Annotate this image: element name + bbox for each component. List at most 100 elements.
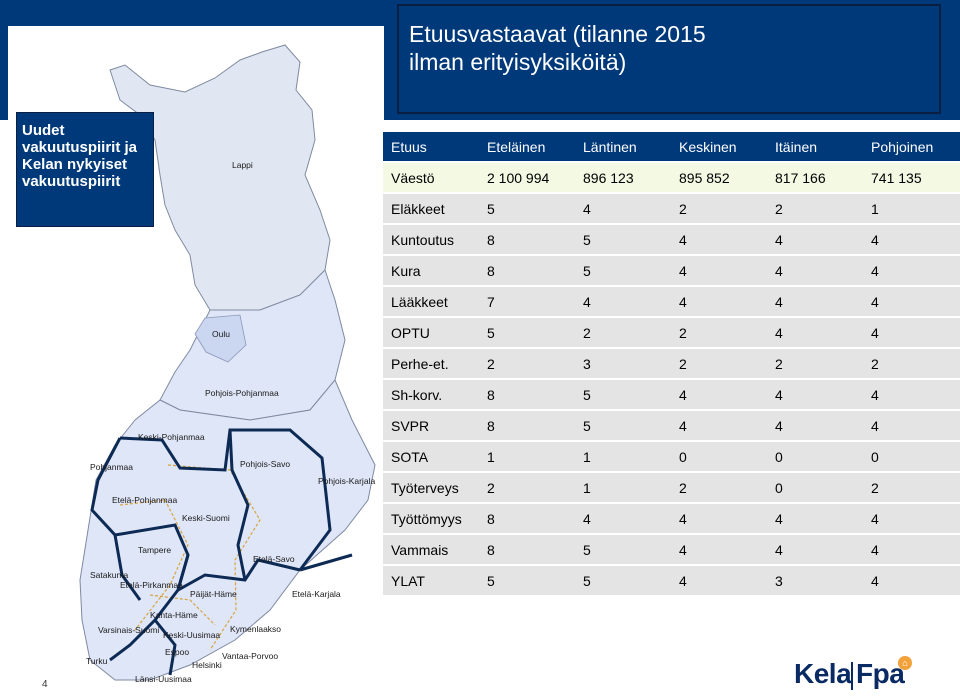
table-cell: 0 <box>767 442 863 471</box>
table-cell: 2 <box>671 318 767 347</box>
map-old-border <box>149 594 216 626</box>
map-label-pohjois-karjala: Pohjois-Karjala <box>318 476 375 486</box>
map-label-varsinais-suomi: Varsinais-Suomi <box>98 625 159 635</box>
table-cell: 4 <box>863 380 960 409</box>
map-label-vantaa-porvoo: Vantaa-Porvoo <box>222 651 278 661</box>
table-cell: 4 <box>671 256 767 285</box>
table-cell: 2 <box>767 349 863 378</box>
table-cell: 4 <box>767 287 863 316</box>
table-cell: YLAT <box>383 566 479 595</box>
legend-text: Uudet vakuutuspiirit ja Kelan nykyiset v… <box>22 122 152 190</box>
table-cell: Työterveys <box>383 473 479 502</box>
map-label-etela-pirkanmaa: Etelä-Pirkanmaa <box>120 580 183 590</box>
table-cell: 3 <box>767 566 863 595</box>
table-cell: 7 <box>479 287 575 316</box>
legend-line-1: Uudet <box>22 122 65 139</box>
header-etelainen: Eteläinen <box>479 132 575 161</box>
table-cell: 5 <box>575 535 671 564</box>
logo-separator <box>851 662 853 690</box>
table-cell: 2 <box>671 194 767 223</box>
legend-line-3: Kelan nykyiset <box>22 156 128 173</box>
table-cell: 4 <box>767 504 863 533</box>
logo-badge-icon: ⌂ <box>898 656 912 670</box>
map-district-border <box>228 429 250 581</box>
page-title-line-2: ilman erityisyksiköitä) <box>409 49 627 75</box>
legend-box: Uudet vakuutuspiirit ja Kelan nykyiset v… <box>16 112 154 227</box>
table-cell: 4 <box>863 411 960 440</box>
table-row: Kura 8 5 4 4 4 <box>383 256 960 285</box>
map-label-kanta-hame: Kanta-Häme <box>150 610 198 620</box>
table-cell: 4 <box>767 256 863 285</box>
logo-kela-text: Kela <box>794 658 852 689</box>
map-label-espoo: Espoo <box>165 647 189 657</box>
logo-fpa-text: Fpa <box>856 658 905 689</box>
table-cell: 2 <box>863 349 960 378</box>
table-cell: 4 <box>671 411 767 440</box>
table-cell: SVPR <box>383 411 479 440</box>
table-cell: Perhe-et. <box>383 349 479 378</box>
table-cell: 5 <box>575 566 671 595</box>
table-cell: 0 <box>863 442 960 471</box>
table-cell: 895 852 <box>671 163 767 192</box>
table-cell: 5 <box>575 225 671 254</box>
table-cell: 817 166 <box>767 163 863 192</box>
table-cell: 4 <box>767 318 863 347</box>
table-cell: Sh-korv. <box>383 380 479 409</box>
map-label-lansi-uusimaa: Länsi-Uusimaa <box>135 674 192 684</box>
map-label-etela-savo: Etelä-Savo <box>253 554 295 564</box>
table-cell: 2 <box>575 318 671 347</box>
table-cell: 4 <box>671 287 767 316</box>
map-label-oulu: Oulu <box>212 329 230 339</box>
map-region-oulu <box>194 314 247 363</box>
table-cell: 4 <box>767 411 863 440</box>
table-cell: 5 <box>575 411 671 440</box>
table-row: OPTU 5 2 2 4 4 <box>383 318 960 347</box>
map-label-keski-uusimaa: Keski-Uusimaa <box>163 630 220 640</box>
table-cell: 0 <box>671 442 767 471</box>
legend-line-4: vakuutuspiirit <box>22 173 121 190</box>
table-row: SVPR 8 5 4 4 4 <box>383 411 960 440</box>
table-cell: Kura <box>383 256 479 285</box>
page-number: 4 <box>42 679 48 690</box>
table-header-row: Etuus Eteläinen Läntinen Keskinen Itäine… <box>383 132 960 161</box>
table-cell: Lääkkeet <box>383 287 479 316</box>
table-cell: 2 <box>479 473 575 502</box>
table-cell: 2 <box>479 349 575 378</box>
table-row: YLAT 5 5 4 3 4 <box>383 566 960 595</box>
page-title: Etuusvastaavat (tilanne 2015 ilman erity… <box>409 20 929 76</box>
table-cell: Työttömyys <box>383 504 479 533</box>
map-district-border <box>299 553 353 572</box>
page-title-line-1: Etuusvastaavat (tilanne 2015 <box>409 21 706 47</box>
map-label-keski-pohjanmaa: Keski-Pohjanmaa <box>138 432 205 442</box>
table-cell: 1 <box>479 442 575 471</box>
table-cell: 3 <box>575 349 671 378</box>
table-cell: 1 <box>575 473 671 502</box>
table-cell: 4 <box>575 287 671 316</box>
header-lantinen: Läntinen <box>575 132 671 161</box>
map-region-lappi <box>109 44 331 311</box>
table-cell: 4 <box>863 287 960 316</box>
table-cell: 896 123 <box>575 163 671 192</box>
table-cell: Eläkkeet <box>383 194 479 223</box>
table-cell: 4 <box>863 566 960 595</box>
table-row: Väestö 2 100 994 896 123 895 852 817 166… <box>383 163 960 192</box>
map-district-border <box>153 619 177 676</box>
table-cell: 8 <box>479 380 575 409</box>
table-cell: 741 135 <box>863 163 960 192</box>
map-district-border <box>114 523 301 594</box>
table-cell: 4 <box>767 225 863 254</box>
table-cell: SOTA <box>383 442 479 471</box>
header-itainen: Itäinen <box>767 132 863 161</box>
table-cell: 2 <box>863 473 960 502</box>
table-cell: 1 <box>863 194 960 223</box>
map-label-helsinki: Helsinki <box>192 660 222 670</box>
table-cell: 2 <box>767 194 863 223</box>
map-label-lappi: Lappi <box>232 160 253 170</box>
table-cell: Väestö <box>383 163 479 192</box>
table-cell: 4 <box>671 380 767 409</box>
table-cell: Kuntoutus <box>383 225 479 254</box>
table-row: Työterveys 2 1 2 0 2 <box>383 473 960 502</box>
table-cell: 8 <box>479 504 575 533</box>
table-cell: 4 <box>671 225 767 254</box>
table-cell: 8 <box>479 256 575 285</box>
